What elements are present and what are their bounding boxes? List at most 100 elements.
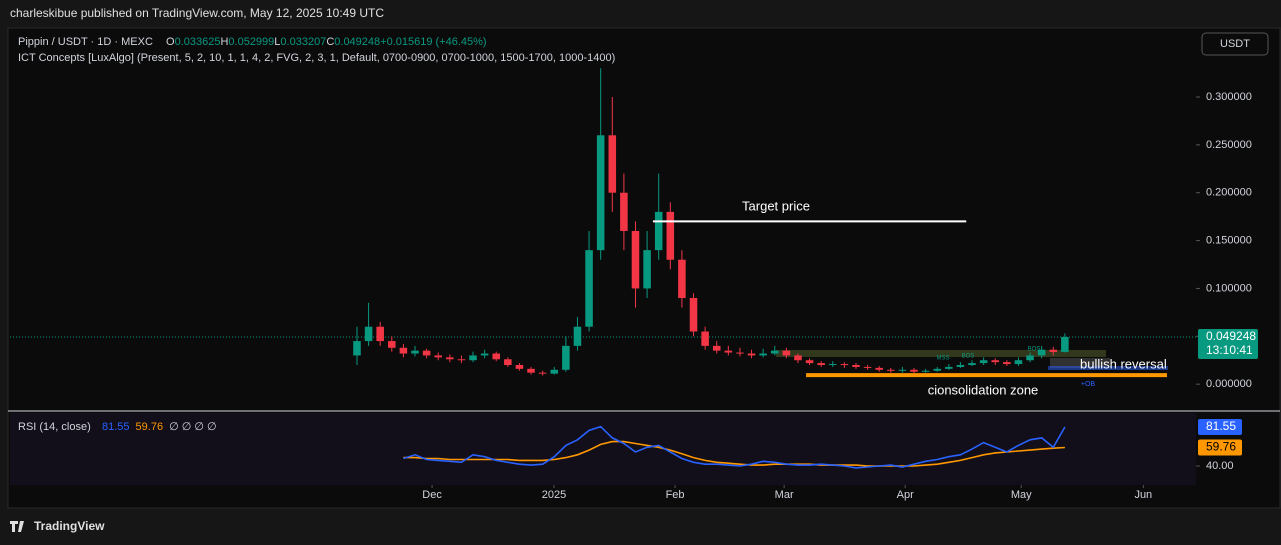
ict-label: MSS <box>936 356 949 362</box>
candle-body <box>898 369 907 371</box>
candle-body <box>712 345 721 351</box>
candle-body <box>411 350 419 354</box>
candle-body <box>875 367 883 370</box>
countdown: 13:10:41 <box>1206 343 1253 357</box>
candle-body <box>887 369 895 371</box>
candle-body <box>736 352 744 354</box>
annotation: cionsolidation zone <box>928 382 1039 397</box>
ict-zone <box>1048 366 1168 370</box>
candle-body <box>1061 337 1069 352</box>
rsi-extra: ∅ ∅ ∅ ∅ <box>169 421 217 433</box>
candle-body <box>538 372 547 374</box>
x-tick-label: Apr <box>897 489 914 501</box>
x-tick-label: Dec <box>422 489 442 501</box>
y-tick-label: 0.000000 <box>1206 378 1252 390</box>
currency-label[interactable]: USDT <box>1220 38 1250 50</box>
legend-value: 0.033207 <box>280 36 326 48</box>
x-tick-label: Feb <box>666 489 685 501</box>
candle-body <box>480 353 489 356</box>
candle-body <box>643 250 651 289</box>
candle-body <box>910 369 918 372</box>
x-tick-label: Jun <box>1134 489 1152 501</box>
annotation: bullish reversal <box>1080 356 1167 371</box>
rsi-ma-value: 59.76 <box>136 421 164 433</box>
candle-body <box>666 211 675 260</box>
candle-body <box>840 364 849 366</box>
rsi-legend: 81.55 59.76 ∅ ∅ ∅ ∅ <box>102 421 217 433</box>
ohlc-legend: O0.033625H0.052999L0.033207C0.049248+0.0… <box>166 36 487 48</box>
candle-body <box>701 331 709 346</box>
candle-body <box>689 298 698 332</box>
candle-body <box>678 259 686 299</box>
candle-body <box>527 368 535 373</box>
candle-body <box>1014 360 1023 365</box>
y-tick-label: 0.300000 <box>1206 91 1252 103</box>
candle-body <box>504 359 512 366</box>
candle-body <box>863 366 872 368</box>
candle-body <box>829 364 837 366</box>
candle-body <box>550 369 559 374</box>
candle-body <box>631 231 640 289</box>
ict-zone <box>1050 358 1110 368</box>
indicator: ICT Concepts [LuxAlgo] (Present, 5, 2, 1… <box>18 52 615 64</box>
candle-body <box>608 135 617 193</box>
symbol: Pippin / USDT · 1D · MEXC <box>18 36 153 48</box>
rsi-ma-line <box>403 440 1065 467</box>
candle-body <box>1037 349 1046 356</box>
candle-body <box>794 355 802 361</box>
candle-body <box>1003 362 1011 365</box>
candle-body <box>1049 349 1058 352</box>
y-tick-label: 0.250000 <box>1206 139 1252 151</box>
candle-body <box>376 326 384 342</box>
y-tick-label: 0.100000 <box>1206 282 1252 294</box>
price-box <box>1198 329 1258 360</box>
candle-body <box>968 363 976 366</box>
candle-body <box>585 250 593 327</box>
rsi-value: 81.55 <box>102 421 130 433</box>
candle-body <box>979 360 988 364</box>
brand: TradingView <box>34 519 105 533</box>
candle-body <box>434 355 442 358</box>
candle-body <box>817 363 825 366</box>
candle-body <box>620 192 628 232</box>
y-tick-label: 0.150000 <box>1206 234 1252 246</box>
rsi-title: RSI (14, close) <box>18 421 91 433</box>
candle-body <box>933 368 941 371</box>
price-label: 0.049248 <box>1206 329 1256 343</box>
candle-body <box>852 365 860 367</box>
currency-button[interactable] <box>1201 32 1269 56</box>
ict-label: BOS <box>962 354 975 360</box>
candle-body <box>805 360 814 364</box>
rsi-ma-box <box>1198 439 1242 456</box>
candle-body <box>364 326 373 342</box>
ict-zone <box>776 350 1106 357</box>
candle-body <box>446 357 454 360</box>
legend-key: H <box>220 36 228 48</box>
legend-key: L <box>274 36 280 48</box>
publisher: charleskibue published on TradingView.co… <box>10 6 384 20</box>
candle-body <box>1026 355 1034 361</box>
candle-body <box>596 135 605 251</box>
candle-body <box>515 365 524 369</box>
rsi-ma-label: 59.76 <box>1206 440 1236 454</box>
legend-value: 0.049248 <box>334 36 380 48</box>
legend-value: 0.033625 <box>175 36 221 48</box>
candle-body <box>747 353 756 356</box>
candle-body <box>353 341 361 356</box>
candle-body <box>724 350 733 353</box>
legend-key: C <box>326 36 334 48</box>
candle-body <box>573 326 582 346</box>
candle-body <box>399 347 408 354</box>
candle-body <box>562 345 570 370</box>
candle-body <box>422 350 431 356</box>
legend-value: 0.052999 <box>228 36 274 48</box>
rsi-tick-label: 40.00 <box>1206 460 1234 472</box>
annotation: Target price <box>742 198 810 213</box>
candle-body <box>469 355 477 361</box>
rsi-value-box <box>1198 419 1242 436</box>
candle-body <box>991 360 1000 363</box>
candle-body <box>921 370 930 372</box>
candle-body <box>457 359 466 361</box>
y-tick-label: 0.200000 <box>1206 187 1252 199</box>
